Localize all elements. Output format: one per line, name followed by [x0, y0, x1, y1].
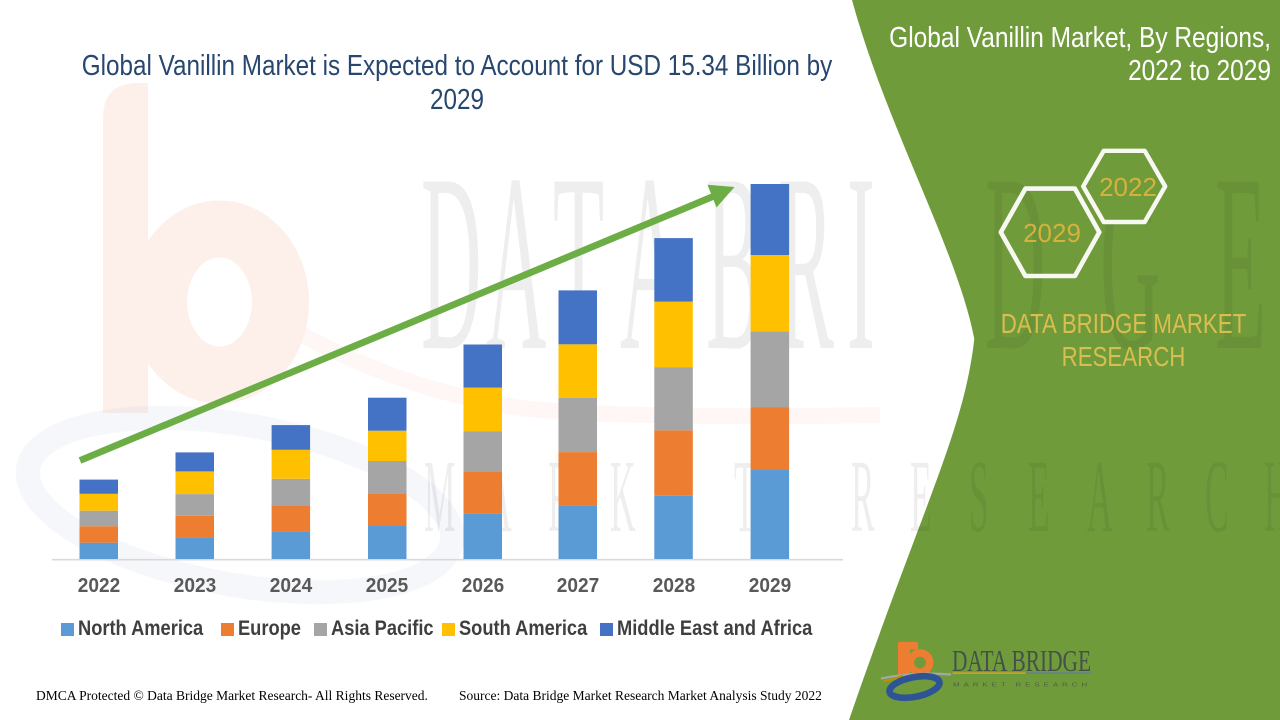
svg-text:H: H: [1264, 439, 1280, 554]
svg-text:R: R: [851, 439, 875, 554]
svg-text:I: I: [847, 121, 875, 403]
svg-text:A: A: [1087, 439, 1113, 554]
svg-text:E: E: [1028, 439, 1050, 554]
svg-text:S: S: [969, 439, 989, 554]
svg-text:K: K: [610, 439, 636, 554]
svg-text:MARKET RESEARCH: MARKET RESEARCH: [953, 683, 1091, 689]
svg-text:DATA BRIDGE: DATA BRIDGE: [952, 644, 1091, 678]
svg-text:M: M: [424, 439, 455, 554]
svg-text:R: R: [1146, 439, 1170, 554]
svg-text:T: T: [734, 439, 756, 554]
svg-text:C: C: [1205, 439, 1229, 554]
svg-text:E: E: [1215, 121, 1266, 403]
